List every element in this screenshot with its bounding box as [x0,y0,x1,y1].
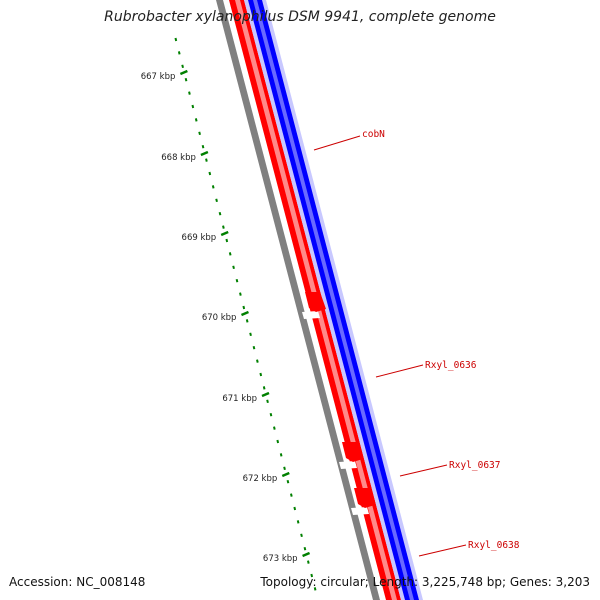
major-tick [302,551,311,558]
minor-tick [225,238,229,243]
reverse-strand-track [244,0,423,600]
minor-tick [232,265,235,270]
minor-tick [194,118,198,122]
gene-label[interactable]: cobN [362,129,385,140]
minor-tick [222,225,225,229]
minor-tick [269,412,273,417]
minor-tick [283,466,286,471]
minor-tick [239,292,242,296]
major-tick [179,69,188,76]
gene-boundaries [302,292,375,515]
minor-tick [245,319,249,323]
tick-label: 672 kbp [243,474,278,484]
genome-summary-text: Topology: circular; Length: 3,225,748 bp… [260,575,590,589]
minor-tick [198,131,201,136]
tick-label: 667 kbp [141,72,176,82]
minor-tick [290,493,293,497]
minor-tick [259,372,263,377]
minor-tick [262,386,266,390]
minor-tick [276,439,280,444]
minor-tick [306,560,310,564]
minor-tick [242,305,246,310]
gene-label[interactable]: Rxyl_0636 [425,360,477,371]
minor-tick [249,332,252,337]
minor-tick [218,211,222,216]
gene-label[interactable]: Rxyl_0638 [468,540,520,551]
gene-label[interactable]: Rxyl_0637 [449,460,500,471]
tick-labels: 667 kbp 668 kbp 669 kbp 670 kbp 671 kbp 672 k… [141,72,298,564]
map-title: Rubrobacter xylanophilus DSM 9941, compl… [104,9,496,25]
tick-label: 668 kbp [161,153,196,163]
gene-arrow-Rxyl-0637 [354,488,375,508]
major-tick [281,471,290,478]
minor-tick [235,278,239,283]
gene-leader-line [399,464,448,477]
minor-tick [174,37,178,42]
reverse-strand-shade [253,0,414,600]
minor-tick [191,104,195,109]
gene-boundary-Rxyl-0637-end [351,507,369,515]
major-tick [261,391,270,398]
tick-label: 669 kbp [182,233,217,243]
minor-tick [266,399,269,404]
minor-tick [177,51,181,55]
minor-tick [273,426,276,430]
gene-leader-line [375,364,424,378]
minor-tick [201,144,205,149]
minor-tick [300,533,303,538]
minor-tick [188,91,191,95]
gene-leader-line [313,135,361,151]
minor-tick [215,198,218,203]
minor-tick [228,252,232,256]
minor-tick [184,77,188,82]
minor-tick [256,359,259,363]
minor-tick [303,546,307,551]
gene-arrow-Rxyl-0636 [342,442,363,462]
accession-text: Accession: NC_008148 [9,575,146,589]
minor-tick [205,158,208,162]
minor-tick [296,520,300,524]
gene-leader-line [418,544,467,557]
minor-tick [310,573,314,578]
tick-label: 671 kbp [222,394,257,404]
minor-tick [279,453,283,457]
backbone-track [216,0,380,600]
major-tick [240,310,249,317]
minor-tick [286,479,290,484]
minor-tick [211,185,215,189]
gene-labels: cobN Rxyl_0636 Rxyl_0637 Rxyl_0638 [313,129,520,557]
gene-boundary-Rxyl-0636-end [339,461,357,469]
minor-tick [252,345,256,350]
major-tick [200,150,209,157]
tick-label: 673 kbp [263,554,298,564]
major-tick [220,230,229,237]
gene-boundary-cobN-end [302,311,320,319]
minor-tick [293,506,297,511]
gene-arrow-cobN [305,292,326,312]
minor-tick [181,64,184,69]
minor-tick [208,171,212,176]
minor-tick [313,587,317,591]
tick-label: 670 kbp [202,313,237,323]
